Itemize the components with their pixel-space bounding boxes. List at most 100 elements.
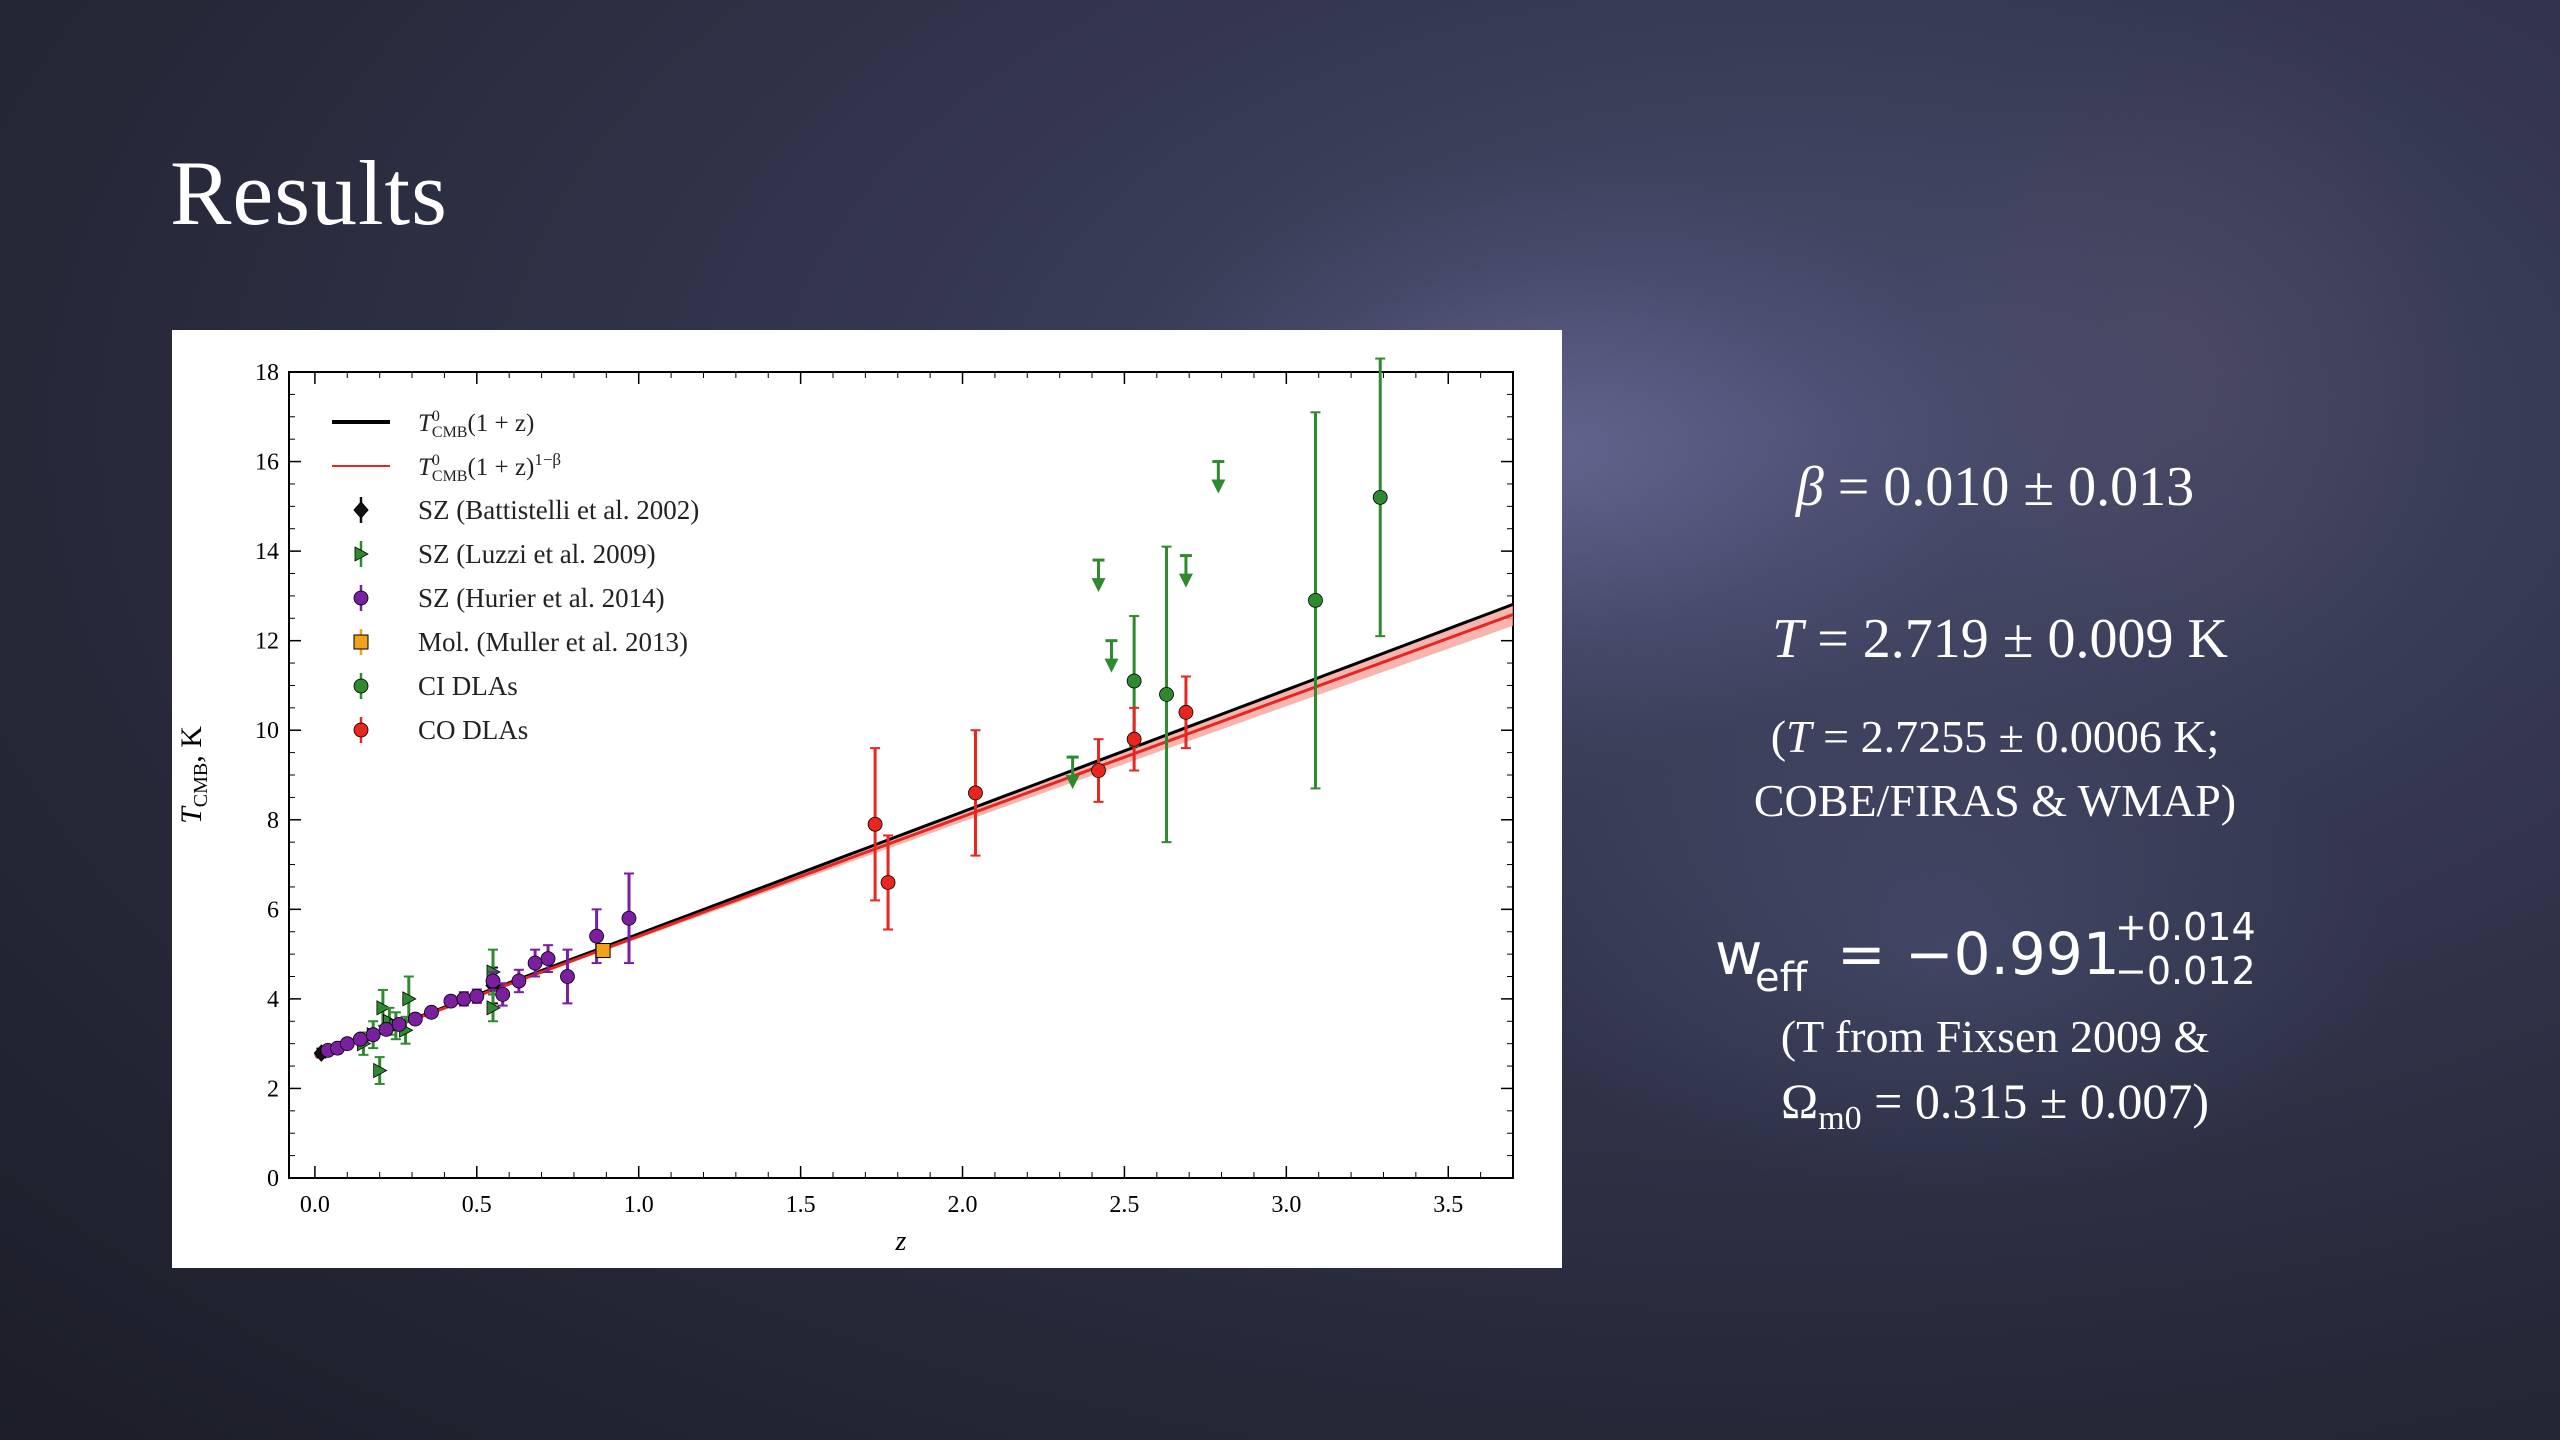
w-eff-value: −0.991 <box>1905 920 2120 988</box>
equals-sign: = <box>1837 920 1886 988</box>
sz-hurier-et-al-2014-point <box>527 955 543 971</box>
omega-subscript: m0 <box>1818 1100 1862 1137</box>
x-tick-label: 3.5 <box>1433 1192 1463 1218</box>
temperature-result: T = 2.719 ± 0.009 K <box>1740 607 2260 671</box>
w-eff-subscript: eff <box>1755 955 1808 1001</box>
x-tick-label: 3.0 <box>1271 1192 1301 1218</box>
plot-frame <box>288 371 1514 1179</box>
legend-label: Mol. (Muller et al. 2013) <box>418 627 688 657</box>
sz-hurier-et-al-2014-point <box>424 1004 439 1020</box>
background-nebula-glow <box>1900 0 2500 700</box>
y-tick-label: 10 <box>255 718 279 744</box>
w-eff-upper-error: +0.014 <box>2115 905 2256 949</box>
legend-label: SZ (Hurier et al. 2014) <box>418 583 665 613</box>
legend-marker-swatch <box>353 501 369 519</box>
beta-symbol: β <box>1795 456 1824 518</box>
sz-luzzi-et-al-2009-point <box>376 1000 391 1016</box>
co-dlas-point <box>1091 763 1106 778</box>
legend-label: T0 CMB(1 + z)1−β <box>418 450 561 485</box>
equals-sign: = <box>1817 608 1849 670</box>
ci-dlas-point <box>1372 489 1388 505</box>
sz-hurier-et-al-2014-point <box>443 993 459 1009</box>
x-tick-label: 1.0 <box>624 1192 654 1218</box>
co-dlas-point <box>968 785 983 801</box>
note-t-value: 2.7255 <box>1860 711 1988 762</box>
sz-hurier-et-al-2014-point <box>391 1017 407 1032</box>
x-tick-label: 1.5 <box>786 1192 816 1218</box>
temperature-value: 2.719 <box>1862 608 1989 670</box>
sz-hurier-et-al-2014-point <box>560 969 575 984</box>
y-tick-label: 0 <box>267 1166 279 1192</box>
sz-hurier-et-al-2014-point <box>407 1011 423 1027</box>
co-dlas-point <box>880 875 896 890</box>
note-t-symbol: T <box>1786 711 1812 762</box>
temperature-error: 0.009 <box>2047 608 2174 670</box>
beta-value: 0.010 <box>1883 456 2010 518</box>
y-tick-label: 4 <box>267 987 279 1013</box>
y-tick-label: 16 <box>255 450 279 476</box>
y-tick-label: 14 <box>255 539 279 565</box>
slide-title: Results <box>170 142 448 244</box>
plus-minus-sign: ± <box>2023 456 2055 518</box>
y-tick-label: 12 <box>255 629 279 655</box>
x-tick-label: 0.0 <box>300 1192 330 1218</box>
w-eff-reference-note: (T from Fixsen 2009 & Ωm0 = 0.315 ± 0.00… <box>1685 1005 2305 1151</box>
sz-hurier-et-al-2014-point <box>589 928 605 944</box>
ci-dlas-upper-limit-arrow <box>1091 578 1106 593</box>
omega-value: 0.315 <box>1914 1073 2028 1129</box>
y-tick-label: 6 <box>267 897 279 923</box>
temperature-note-line-1: (T = 2.7255 ± 0.0006 K; <box>1770 711 2220 762</box>
sz-hurier-et-al-2014-point <box>469 988 485 1004</box>
sz-hurier-et-al-2014-point <box>540 951 556 966</box>
sz-hurier-et-al-2014-point <box>378 1021 394 1037</box>
x-tick-label: 0.5 <box>462 1192 492 1218</box>
x-tick-label: 2.5 <box>1109 1192 1139 1218</box>
sz-hurier-et-al-2014-point <box>621 910 637 926</box>
plus-minus-sign: ± <box>2002 608 2034 670</box>
sz-hurier-et-al-2014-point <box>495 987 511 1002</box>
y-tick-label: 2 <box>267 1076 279 1102</box>
sz-hurier-et-al-2014-point <box>456 991 472 1007</box>
co-dlas-point <box>1178 704 1194 720</box>
temperature-reference-note: (T = 2.7255 ± 0.0006 K; COBE/FIRAS & WMA… <box>1685 705 2305 833</box>
omega-error: 0.007 <box>2079 1073 2193 1129</box>
legend-marker-swatch <box>353 678 369 694</box>
legend-label: SZ (Battistelli et al. 2002) <box>418 495 699 525</box>
chart-panel: 0.0 0.5 1.0 1.5 2.0 2.5 3.0 3.5 0 2 4 6 8 10 12 14 16 18 z… <box>172 330 1562 1268</box>
x-tick-label: 2.0 <box>948 1192 978 1218</box>
sz-luzzi-et-al-2009-point <box>486 1000 501 1016</box>
sz-hurier-et-al-2014-point <box>511 973 527 989</box>
ci-dlas-upper-limit-arrow <box>1104 658 1119 673</box>
omega-symbol: Ω <box>1781 1073 1819 1129</box>
beta-error: 0.013 <box>2068 456 2195 518</box>
beta-result: β = 0.010 ± 0.013 <box>1745 455 2245 519</box>
note-t-error: 0.0006 <box>2035 711 2162 762</box>
background-nebula-glow <box>1500 700 2400 1200</box>
note-t-unit: K; <box>2173 711 2220 762</box>
co-dlas-point <box>1126 731 1142 747</box>
ci-dlas-point <box>1308 592 1323 608</box>
x-axis-label: z <box>895 1226 907 1257</box>
co-dlas-point <box>867 816 883 832</box>
legend-label: T0 CMB(1 + z) <box>418 408 534 441</box>
legend-marker-swatch <box>354 546 369 562</box>
ci-dlas-upper-limit-arrow <box>1065 775 1080 790</box>
equals-sign: = <box>1837 456 1870 518</box>
w-eff-symbol: w <box>1715 920 1763 988</box>
sz-luzzi-et-al-2009-point <box>373 1062 388 1079</box>
sz-hurier-et-al-2014-point <box>365 1027 381 1043</box>
sz-hurier-et-al-2014-point <box>352 1031 368 1047</box>
legend-marker-swatch <box>353 590 369 606</box>
sz-hurier-et-al-2014-point <box>485 973 501 989</box>
mol-muller-et-al-2013-point <box>595 943 611 959</box>
ci-dlas-upper-limit-arrow <box>1211 479 1226 494</box>
sz-luzzi-et-al-2009-point <box>402 991 417 1007</box>
w-eff-lower-error: −0.012 <box>2115 949 2256 993</box>
tcmb-vs-redshift-chart: 0.0 0.5 1.0 1.5 2.0 2.5 3.0 3.5 0 2 4 6 8 10 12 14 16 18 z… <box>175 357 1514 1257</box>
w-note-line-2: Ωm0 = 0.315 ± 0.007) <box>1781 1073 2209 1137</box>
temperature-unit: K <box>2187 608 2228 670</box>
legend-label: CO DLAs <box>418 715 528 745</box>
w-note-line-1: (T from Fixsen 2009 & <box>1780 1011 2210 1062</box>
y-tick-label: 18 <box>255 360 279 386</box>
ci-dlas-point <box>1126 673 1142 689</box>
